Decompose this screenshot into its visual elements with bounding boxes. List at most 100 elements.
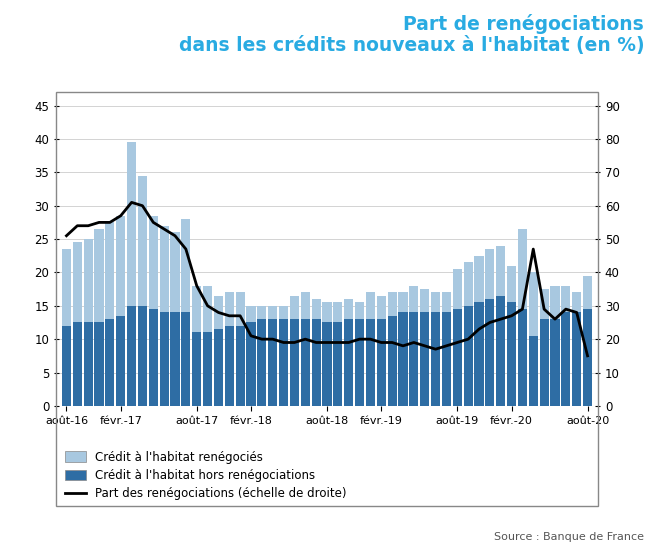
Bar: [551, 286, 560, 319]
Bar: [301, 319, 310, 406]
Bar: [474, 302, 483, 406]
Bar: [561, 312, 570, 406]
Bar: [540, 319, 549, 406]
Bar: [116, 216, 126, 316]
Bar: [138, 306, 147, 406]
Bar: [225, 326, 234, 406]
Bar: [474, 256, 483, 302]
Bar: [235, 326, 245, 406]
Bar: [311, 319, 320, 406]
Bar: [235, 292, 245, 326]
Bar: [214, 329, 223, 406]
Text: dans les crédits nouveaux à l'habitat (en %): dans les crédits nouveaux à l'habitat (e…: [179, 36, 644, 55]
Bar: [442, 292, 451, 312]
Bar: [464, 306, 473, 406]
Bar: [214, 296, 223, 329]
Text: Part de renégociations: Part de renégociations: [404, 14, 644, 34]
Bar: [62, 326, 71, 406]
Bar: [366, 319, 375, 406]
Bar: [203, 286, 212, 332]
Bar: [84, 239, 93, 322]
Bar: [311, 299, 320, 319]
Bar: [127, 306, 136, 406]
Bar: [290, 296, 299, 319]
Bar: [181, 219, 190, 312]
Bar: [464, 262, 473, 306]
Bar: [528, 272, 538, 336]
Bar: [138, 176, 147, 306]
Bar: [203, 332, 212, 406]
Bar: [398, 292, 407, 312]
Bar: [160, 226, 169, 312]
Bar: [257, 319, 266, 406]
Bar: [105, 222, 114, 319]
Bar: [583, 276, 592, 309]
Bar: [148, 216, 158, 309]
Bar: [453, 269, 462, 309]
Bar: [442, 312, 451, 406]
Bar: [366, 292, 375, 319]
Bar: [518, 309, 527, 406]
Bar: [279, 306, 288, 319]
Bar: [420, 289, 429, 312]
Bar: [268, 306, 277, 319]
Bar: [388, 316, 397, 406]
Bar: [257, 306, 266, 319]
Bar: [572, 292, 581, 312]
Bar: [148, 309, 158, 406]
Bar: [431, 292, 440, 312]
Bar: [322, 322, 332, 406]
Bar: [279, 319, 288, 406]
Bar: [507, 266, 516, 302]
Bar: [409, 312, 419, 406]
Legend: Crédit à l'habitat renégociés, Crédit à l'habitat hors renégociations, Part des : Crédit à l'habitat renégociés, Crédit à …: [65, 451, 347, 500]
Bar: [496, 246, 506, 296]
Bar: [518, 229, 527, 309]
Bar: [453, 309, 462, 406]
Bar: [561, 286, 570, 312]
Bar: [290, 319, 299, 406]
Bar: [160, 312, 169, 406]
Bar: [388, 292, 397, 316]
Bar: [127, 142, 136, 306]
Text: Source : Banque de France: Source : Banque de France: [494, 532, 644, 542]
Bar: [431, 312, 440, 406]
Bar: [192, 332, 201, 406]
Bar: [94, 322, 103, 406]
Bar: [572, 312, 581, 406]
Bar: [94, 229, 103, 322]
Bar: [116, 316, 126, 406]
Bar: [528, 336, 538, 406]
Bar: [301, 292, 310, 319]
Bar: [268, 319, 277, 406]
Bar: [507, 302, 516, 406]
Bar: [73, 242, 82, 322]
Bar: [334, 302, 343, 322]
Bar: [355, 319, 364, 406]
Bar: [355, 302, 364, 319]
Bar: [322, 302, 332, 322]
Bar: [105, 319, 114, 406]
Bar: [409, 286, 419, 312]
Bar: [84, 322, 93, 406]
Bar: [398, 312, 407, 406]
Bar: [73, 322, 82, 406]
Bar: [485, 299, 494, 406]
Bar: [551, 319, 560, 406]
Bar: [225, 292, 234, 326]
Bar: [334, 322, 343, 406]
Bar: [344, 319, 353, 406]
Bar: [496, 296, 506, 406]
Bar: [420, 312, 429, 406]
Bar: [377, 296, 386, 319]
Bar: [247, 322, 256, 406]
Bar: [171, 232, 180, 312]
Bar: [192, 286, 201, 332]
Bar: [377, 319, 386, 406]
Bar: [485, 249, 494, 299]
Bar: [62, 249, 71, 326]
Bar: [540, 289, 549, 319]
Bar: [344, 299, 353, 319]
Bar: [171, 312, 180, 406]
Bar: [583, 309, 592, 406]
